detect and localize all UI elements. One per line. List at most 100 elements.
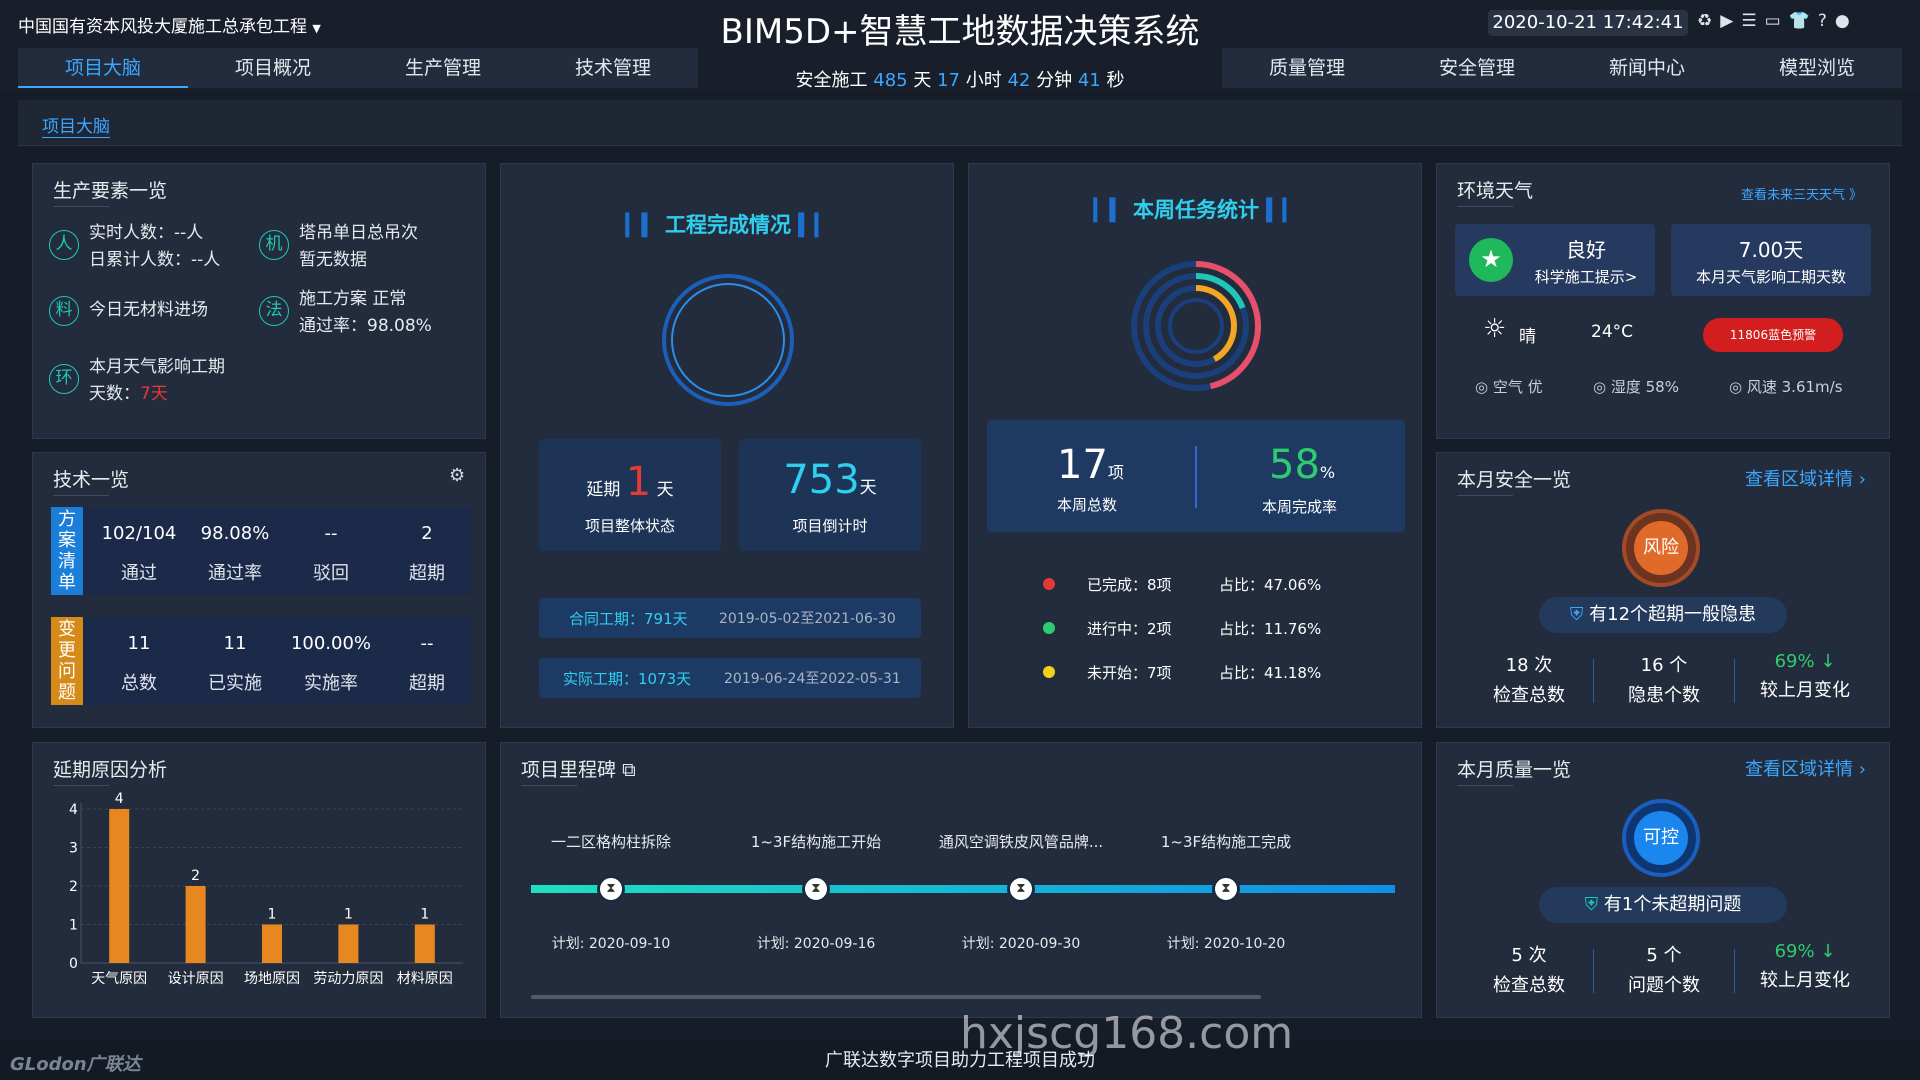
temperature: 24°C — [1591, 322, 1634, 342]
quality-checks-value: 5 次 — [1511, 945, 1547, 966]
safety-checks-value: 18 次 — [1505, 655, 1553, 676]
breadcrumb[interactable]: 项目大脑 — [42, 112, 110, 138]
safety-hazards-value: 16 个 — [1640, 655, 1688, 676]
tasks-rate: 58 — [1269, 442, 1320, 488]
plan-rejected-label: 驳回 — [313, 563, 349, 584]
external-link-icon[interactable]: ⧉ — [622, 759, 636, 781]
y-tick-label: 3 — [69, 841, 78, 857]
air-icon: ◎ — [1475, 378, 1489, 396]
tech-panel: 技术一览 ⚙ 方案清单 102/104 通过 98.08% 通过率 -- 驳回 2 超期… — [32, 452, 486, 728]
weather-title: 环境天气 — [1457, 176, 1533, 207]
plan-passed-label: 通过 — [121, 563, 157, 584]
hourglass-icon[interactable]: ⧗ — [802, 875, 830, 903]
bar-value-label: 1 — [268, 907, 277, 923]
server-icon[interactable]: ☰ — [1741, 11, 1757, 31]
plan-passed-value: 102/104 — [101, 523, 177, 544]
env-label: 本月天气影响工期 — [89, 357, 225, 377]
env-days-label: 天数： — [89, 384, 140, 404]
hourglass-icon[interactable]: ⧗ — [1212, 875, 1240, 903]
bar-value-label: 1 — [420, 907, 429, 923]
user-icon[interactable]: ● — [1834, 11, 1850, 31]
production-panel: 生产要素一览 人 实时人数：--人 日累计人数：--人 机 塔吊单日总吊次 暂无数据… — [32, 163, 486, 439]
shirt-icon[interactable]: 👕 — [1788, 11, 1810, 31]
tasks-rate-unit: % — [1319, 463, 1336, 482]
milestone-panel: 项目里程碑 ⧉ 一二区格构柱拆除 ⧗ 计划: 2020-09-10 1~3F结构施工开… — [500, 742, 1422, 1018]
method-status: 施工方案 正常 — [299, 289, 407, 309]
weather-alert[interactable]: 11806蓝色预警 — [1703, 318, 1843, 352]
change-overdue-label: 超期 — [409, 673, 445, 694]
change-rate-label: 实施率 — [304, 673, 358, 694]
play-icon[interactable]: ▶ — [1720, 11, 1734, 31]
weather-days-label: 本月天气影响工期天数 — [1695, 268, 1846, 286]
quality-detail-link[interactable]: 查看区域详情 › — [1745, 759, 1866, 780]
gear-icon[interactable]: ⚙ — [449, 465, 466, 486]
weather-panel: 环境天气 查看未来三天天气 》 ★ 良好 科学施工提示> 7.00天 本月天气影… — [1436, 163, 1890, 439]
tasks-summary: 17项 本周总数 58% 本周完成率 — [987, 420, 1405, 532]
shield-icon: ⛨ — [1584, 894, 1599, 915]
plan-list-tag: 方案清单 — [51, 507, 83, 595]
horizontal-scrollbar[interactable] — [531, 995, 1261, 999]
not-started-dot — [1043, 666, 1055, 678]
project-selector[interactable]: 中国国有资本风投大厦施工总承包工程 ▼ — [18, 12, 321, 37]
y-tick-label: 2 — [69, 879, 78, 895]
in-progress-dot — [1043, 622, 1055, 634]
project-name: 中国国有资本风投大厦施工总承包工程 — [18, 17, 307, 37]
delay-panel: 延期原因分析 0 1 2 3 4 4 天气原因 2 设计原因 1 场地原因 1 劳动力原因 1 材料原因 — [32, 742, 486, 1018]
countdown-card: 753天 项目倒计时 — [739, 439, 921, 551]
quality-notice-text: 有1个未超期问题 — [1603, 894, 1742, 915]
hourglass-icon[interactable]: ⧗ — [1007, 875, 1035, 903]
countdown-value: 753 — [783, 457, 860, 503]
safety-detail-link[interactable]: 查看区域详情 › — [1745, 469, 1866, 490]
milestone-title: 项目里程碑 ⧉ — [521, 755, 636, 786]
tasks-total-label: 本周总数 — [1057, 496, 1118, 514]
bar — [414, 924, 435, 963]
breadcrumb-bar: 项目大脑 — [18, 100, 1902, 146]
in-progress-ratio: 占比：11.76% — [1219, 620, 1322, 638]
bar-value-label: 2 — [191, 868, 200, 884]
tasks-total-unit: 项 — [1107, 463, 1124, 482]
quality-notice[interactable]: ⛨ 有1个未超期问题 — [1539, 887, 1787, 923]
change-done-value: 11 — [223, 633, 247, 654]
safety-change-value: 69% ↓ — [1774, 651, 1836, 672]
tab-safety[interactable]: 安全管理 — [1438, 57, 1515, 79]
change-row: 变更问题 11 总数 11 已实施 100.00% 实施率 -- 超期 — [51, 617, 471, 705]
people-icon: 人 — [49, 230, 79, 260]
not-started-label: 未开始：7项 — [1087, 664, 1172, 682]
datetime: 2020-10-21 17:42:41 — [1488, 10, 1688, 36]
quality-issues-label: 问题个数 — [1628, 975, 1700, 996]
milestone-plan-date: 计划: 2020-09-10 — [551, 936, 671, 952]
help-icon[interactable]: ? — [1817, 11, 1827, 31]
x-tick-label: 设计原因 — [168, 971, 224, 987]
hourglass-icon[interactable]: ⧗ — [597, 875, 625, 903]
completed-label: 已完成：8项 — [1087, 576, 1172, 594]
wind-value: 风速 3.61m/s — [1746, 378, 1843, 396]
tab-project-brain[interactable]: 项目大脑 — [18, 48, 188, 88]
plan-rate-label: 通过率 — [208, 563, 262, 584]
nav-left: 项目大脑 项目概况 生产管理 技术管理 — [18, 48, 698, 88]
page-title: BIM5D+智慧工地数据决策系统 — [720, 12, 1200, 52]
tab-news[interactable]: 新闻中心 — [1608, 57, 1685, 79]
monitor-icon[interactable]: ▭ — [1764, 11, 1781, 31]
completion-ring — [662, 274, 794, 406]
not-started-ratio: 占比：41.18% — [1219, 664, 1322, 682]
quality-change-label: 较上月变化 — [1760, 970, 1850, 991]
tab-production[interactable]: 生产管理 — [404, 57, 481, 79]
tab-project-overview[interactable]: 项目概况 — [234, 57, 311, 79]
safety-notice[interactable]: ⛨ 有12个超期一般隐患 — [1539, 597, 1787, 633]
change-overdue-value: -- — [420, 633, 434, 654]
x-tick-label: 天气原因 — [91, 971, 147, 987]
tab-technology[interactable]: 技术管理 — [574, 57, 651, 79]
tab-model[interactable]: 模型浏览 — [1778, 57, 1855, 79]
controllable-label: 可控 — [1634, 811, 1688, 865]
machine-icon: 机 — [259, 230, 289, 260]
forecast-link[interactable]: 查看未来三天天气 》 — [1741, 188, 1863, 203]
construction-tip-link[interactable]: 科学施工提示> — [1534, 268, 1638, 286]
weather-days-value: 7.00天 — [1738, 238, 1804, 262]
glodon-logo: GLodon广联达 — [10, 1054, 141, 1075]
bar — [338, 924, 359, 963]
air-quality-value: 良好 — [1566, 238, 1606, 262]
milestone-name: 通风空调铁皮风管品牌... — [938, 833, 1104, 851]
recycle-icon[interactable]: ♻ — [1697, 11, 1713, 31]
tab-quality[interactable]: 质量管理 — [1268, 57, 1345, 79]
sun-icon: ☼ — [1483, 314, 1507, 344]
